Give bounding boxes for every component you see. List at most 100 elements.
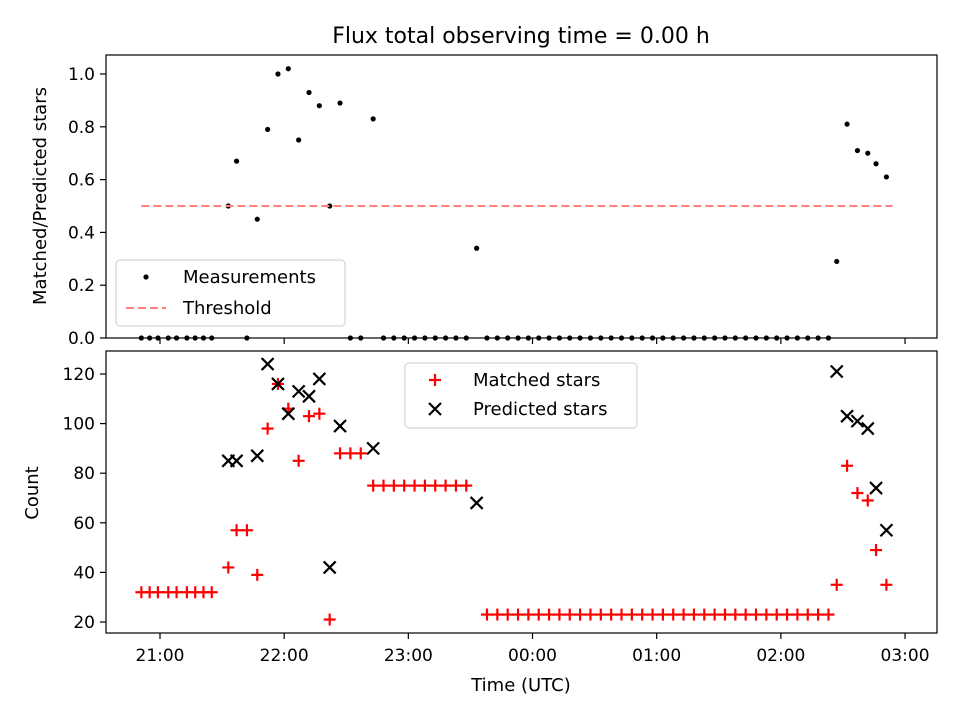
matched-star-point — [625, 608, 638, 621]
x-tick-label: 02:00 — [756, 646, 805, 666]
matched-star-point — [605, 608, 618, 621]
matched-star-point — [429, 479, 442, 492]
measurement-point — [327, 203, 333, 209]
top-legend-box — [115, 259, 346, 327]
matched-star-point — [791, 608, 804, 621]
matched-star-point — [739, 608, 752, 621]
matched-star-point — [861, 494, 874, 507]
matched-star-point — [449, 479, 462, 492]
legend-label-matched: Matched stars — [473, 370, 600, 391]
matched-star-point — [387, 479, 400, 492]
matched-star-point — [261, 422, 274, 435]
matched-star-point — [292, 454, 305, 467]
matched-star-point — [677, 608, 690, 621]
matched-star-point — [480, 608, 493, 621]
legend-label-predicted: Predicted stars — [473, 399, 607, 420]
y-tick-label: 100 — [63, 415, 95, 435]
bottom-legend-box — [404, 362, 638, 429]
matched-star-point — [750, 608, 763, 621]
predicted-star-point — [869, 481, 883, 495]
matched-star-point — [439, 479, 452, 492]
legend-x-marker — [428, 402, 442, 416]
matched-star-point — [543, 608, 556, 621]
measurement-point — [370, 116, 376, 122]
matched-star-point — [584, 608, 597, 621]
top-y-axis-label: Matched/Predicted stars — [30, 87, 51, 305]
x-tick-label: 21:00 — [136, 646, 185, 666]
top-legend: Measurements Threshold — [115, 259, 346, 327]
matched-star-point — [656, 608, 669, 621]
measurement-point — [285, 66, 291, 72]
matched-star-point — [230, 524, 243, 537]
matched-star-point — [398, 479, 411, 492]
x-tick-label: 03:00 — [881, 646, 930, 666]
matched-star-point — [334, 447, 347, 460]
matched-star-point — [646, 608, 659, 621]
matched-star-point — [594, 608, 607, 621]
measurement-point — [265, 126, 271, 133]
measurement-point — [306, 89, 312, 96]
measurement-point — [834, 258, 840, 265]
matched-star-point — [460, 479, 473, 492]
predicted-star-point — [322, 560, 337, 575]
predicted-star-point — [229, 454, 244, 468]
measurement-point — [233, 158, 240, 164]
matched-star-point — [667, 608, 680, 621]
matched-star-point — [251, 568, 264, 581]
matched-star-point — [781, 608, 794, 621]
measurement-point — [883, 174, 889, 180]
predicted-star-point — [829, 364, 844, 379]
matched-star-point — [418, 479, 431, 492]
bottom-plot-frame — [105, 350, 938, 634]
matched-star-point — [563, 608, 576, 621]
matched-star-point — [170, 586, 183, 599]
matched-star-point — [718, 608, 731, 621]
y-tick-label: 20 — [73, 613, 95, 633]
matched-star-point — [367, 479, 380, 492]
predicted-star-point — [333, 419, 347, 433]
matched-star-point — [729, 608, 742, 621]
x-tick-label: 23:00 — [384, 646, 433, 666]
y-tick-label: 60 — [73, 514, 95, 534]
matched-star-point — [501, 608, 514, 621]
y-tick-label: 0.0 — [68, 329, 95, 349]
measurement-point — [873, 161, 879, 167]
matched-star-point — [880, 578, 893, 591]
matched-star-point — [512, 608, 525, 621]
predicted-star-point — [366, 441, 380, 456]
y-tick-label: 80 — [73, 464, 95, 484]
matched-star-point — [708, 608, 721, 621]
predicted-star-point — [302, 389, 316, 404]
predicted-star-point — [879, 523, 894, 538]
matched-star-point — [687, 608, 700, 621]
predicted-star-point — [271, 377, 285, 391]
matched-star-point — [354, 447, 367, 460]
bottom-legend: Matched stars Predicted stars — [404, 362, 638, 429]
bottom-y-axis-label: Count — [22, 466, 43, 519]
matched-star-point — [323, 613, 336, 626]
matched-star-point — [205, 586, 218, 599]
matched-star-point — [636, 608, 649, 621]
matched-star-point — [698, 608, 711, 621]
measurement-point — [337, 100, 343, 106]
matched-star-point — [240, 524, 253, 537]
measurement-point — [844, 121, 850, 127]
measurement-point — [316, 103, 322, 109]
top-plot-frame — [105, 54, 938, 339]
y-tick-label: 0.4 — [68, 223, 95, 243]
predicted-star-point — [281, 406, 296, 421]
y-tick-label: 120 — [63, 365, 95, 385]
matched-star-point — [377, 479, 390, 492]
matched-star-point — [303, 410, 316, 423]
predicted-star-point — [850, 414, 865, 428]
x-tick-label: 01:00 — [632, 646, 681, 666]
matched-star-point — [822, 608, 835, 621]
matched-star-point — [344, 447, 357, 460]
matched-star-point — [615, 608, 628, 621]
predicted-star-point — [469, 496, 484, 510]
matched-star-point — [222, 561, 235, 574]
y-tick-label: 1.0 — [68, 65, 95, 85]
legend-label-threshold: Threshold — [182, 298, 272, 319]
measurement-point — [254, 216, 260, 222]
